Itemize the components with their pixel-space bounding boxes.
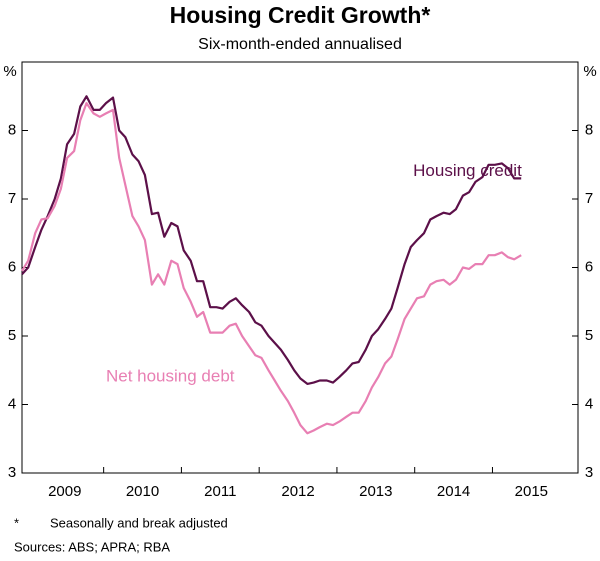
y-unit: % [583, 63, 596, 80]
sources: Sources: ABS; APRA; RBA [14, 539, 170, 554]
x-tick-label: 2012 [281, 483, 314, 500]
y-unit: % [3, 63, 16, 80]
footnote-mark: * [14, 515, 19, 530]
x-tick-label: 2014 [437, 483, 470, 500]
y-tick-label: 4 [585, 395, 593, 412]
chart-title: Housing Credit Growth* [170, 2, 431, 28]
y-tick-label: 3 [585, 464, 593, 481]
line-series [21, 95, 522, 385]
y-tick-label: 6 [8, 258, 16, 275]
plot-frame [21, 61, 579, 474]
line-series [21, 102, 522, 435]
x-tick-label: 2009 [48, 483, 81, 500]
x-tick-label: 2015 [515, 483, 548, 500]
footnote: Seasonally and break adjusted [50, 515, 228, 530]
x-tick-label: 2010 [126, 483, 159, 500]
series-label: Net housing debt [106, 367, 235, 386]
x-tick-label: 2013 [359, 483, 392, 500]
y-tick-label: 5 [585, 327, 593, 344]
y-tick-label: 5 [8, 327, 16, 344]
y-tick-label: 7 [585, 190, 593, 207]
series-label: Housing credit [413, 161, 522, 180]
y-tick-label: 8 [8, 121, 16, 138]
y-tick-label: 7 [8, 190, 16, 207]
x-tick-label: 2011 [204, 483, 236, 500]
y-tick-label: 6 [585, 258, 593, 275]
chart-subtitle: Six-month-ended annualised [198, 36, 402, 53]
y-tick-label: 3 [8, 464, 16, 481]
y-tick-label: 4 [8, 395, 16, 412]
y-tick-label: 8 [585, 121, 593, 138]
